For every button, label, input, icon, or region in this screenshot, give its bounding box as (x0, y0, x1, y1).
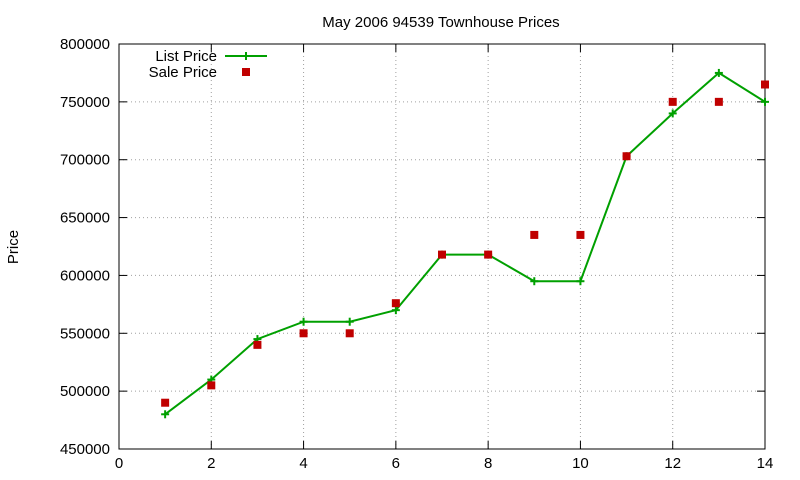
y-axis-label: Price (5, 230, 22, 264)
data-point (668, 97, 677, 106)
data-point (668, 109, 677, 118)
legend-label: Sale Price (149, 64, 217, 81)
series (161, 68, 769, 419)
data-point (391, 299, 400, 308)
axis-ticks: 0 2 4 6 8 10 12 14 450000 500000 550000 600000 65000… (60, 36, 773, 472)
data-point (484, 250, 493, 259)
data-point (299, 329, 308, 338)
series-sale-price (161, 80, 769, 407)
x-tick-label: 10 (572, 455, 589, 472)
chart-title: May 2006 94539 Townhouse Prices (322, 14, 559, 31)
data-point (761, 80, 769, 89)
data-point (391, 306, 400, 315)
data-point (622, 152, 631, 161)
y-tick-label: 750000 (60, 94, 110, 111)
legend-marker (242, 68, 250, 76)
y-tick-label: 650000 (60, 210, 110, 227)
y-tick-label: 600000 (60, 267, 110, 284)
data-point (714, 68, 723, 77)
data-point (161, 410, 170, 419)
data-point (345, 317, 354, 326)
x-tick-label: 0 (115, 455, 123, 472)
series-line (164, 71, 766, 416)
legend-entry: Sale Price (149, 64, 250, 81)
data-point (576, 277, 585, 286)
data-point (530, 230, 539, 239)
legend-entry: List Price (155, 48, 267, 65)
data-point (576, 230, 585, 239)
x-tick-label: 8 (484, 455, 492, 472)
data-point (161, 398, 170, 407)
data-point (253, 340, 262, 349)
y-tick-label: 450000 (60, 441, 110, 458)
legend-label: List Price (155, 48, 217, 65)
data-point (530, 277, 539, 286)
y-tick-label: 550000 (60, 325, 110, 342)
plot-border (118, 43, 766, 450)
x-tick-label: 2 (207, 455, 215, 472)
x-tick-label: 14 (757, 455, 774, 472)
series-list-price (161, 68, 769, 419)
data-point (761, 97, 769, 106)
legend-marker (242, 52, 250, 60)
data-point (207, 381, 216, 390)
y-tick-label: 700000 (60, 152, 110, 169)
data-point (299, 317, 308, 326)
data-point (714, 97, 723, 106)
y-tick-label: 800000 (60, 36, 110, 53)
data-point (438, 250, 446, 259)
x-tick-label: 4 (299, 455, 307, 472)
x-tick-label: 6 (392, 455, 400, 472)
data-point (345, 329, 354, 338)
grid (119, 44, 765, 449)
y-tick-label: 500000 (60, 383, 110, 400)
x-tick-label: 12 (664, 455, 681, 472)
